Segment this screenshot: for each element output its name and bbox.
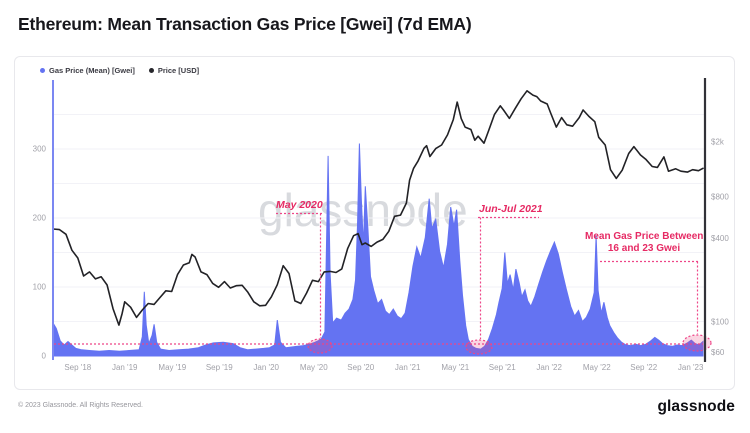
y-right-tick-label: $400 — [711, 234, 729, 243]
x-tick-label: Jan '21 — [395, 363, 421, 372]
page-title: Ethereum: Mean Transaction Gas Price [Gw… — [18, 14, 472, 34]
x-tick-label: Jan '22 — [536, 363, 562, 372]
annotation-highlight-ellipse — [465, 339, 493, 355]
y-left-tick-label: 0 — [42, 352, 47, 361]
x-tick-label: May '19 — [158, 363, 186, 372]
annotation-mean-gas-line1: Mean Gas Price Between — [585, 231, 704, 242]
x-tick-label: Jan '20 — [253, 363, 279, 372]
plot-area[interactable] — [53, 78, 705, 360]
annotation-jun-jul-2021: Jun-Jul 2021 — [479, 203, 543, 215]
y-left-tick-label: 300 — [33, 145, 47, 154]
gas-price-area-series — [52, 143, 704, 357]
chart-legend: Gas Price (Mean) [Gwei] Price [USD] — [40, 66, 199, 75]
gas-series-dot-icon — [40, 68, 45, 73]
legend-label-gas: Gas Price (Mean) [Gwei] — [49, 66, 135, 75]
price-series-dot-icon — [148, 68, 154, 73]
x-tick-label: Sep '21 — [489, 363, 516, 372]
annotation-may-2020: May 2020 — [276, 199, 323, 211]
legend-item-gas-price[interactable]: Gas Price (Mean) [Gwei] — [40, 66, 135, 75]
annotation-highlight-ellipse — [307, 338, 333, 354]
eth-price-line-series — [52, 90, 704, 326]
x-tick-label: May '22 — [583, 363, 611, 372]
right-axis-tick-labels: $2k $800 $400 $100 $60 — [711, 137, 729, 357]
y-right-tick-label: $2k — [711, 137, 725, 146]
x-tick-label: Jan '19 — [112, 363, 138, 372]
annotation-dashed-shapes — [54, 212, 712, 355]
glassnode-logo: glassnode — [657, 398, 735, 415]
x-tick-label: Sep '19 — [206, 363, 233, 372]
x-tick-label: Sep '20 — [347, 363, 374, 372]
series-layer — [52, 90, 704, 357]
y-right-tick-label: $800 — [711, 193, 729, 202]
y-left-tick-label: 200 — [33, 214, 47, 223]
x-tick-label: May '21 — [441, 363, 469, 372]
x-tick-label: May '20 — [300, 363, 328, 372]
y-left-tick-label: 100 — [33, 283, 47, 292]
left-axis-tick-labels: 0 100 200 300 — [33, 145, 47, 361]
annotation-mean-gas-price: Mean Gas Price Between 16 and 23 Gwei — [585, 231, 703, 254]
y-right-tick-label: $100 — [711, 318, 729, 327]
y-right-tick-label: $60 — [711, 348, 725, 357]
legend-item-price-usd[interactable]: Price [USD] — [148, 66, 200, 75]
x-tick-label: Sep '18 — [64, 363, 91, 372]
annotation-mean-gas-line2: 16 and 23 Gwei — [607, 242, 681, 254]
x-tick-label: Sep '22 — [630, 363, 657, 372]
footer-copyright: © 2023 Glassnode. All Rights Reserved. — [18, 402, 144, 409]
x-tick-label: Jan '23 — [678, 363, 704, 372]
x-axis-tick-labels: Sep '18 Jan '19 May '19 Sep '19 Jan '20 May '… — [64, 363, 704, 372]
legend-label-price: Price [USD] — [157, 66, 200, 75]
